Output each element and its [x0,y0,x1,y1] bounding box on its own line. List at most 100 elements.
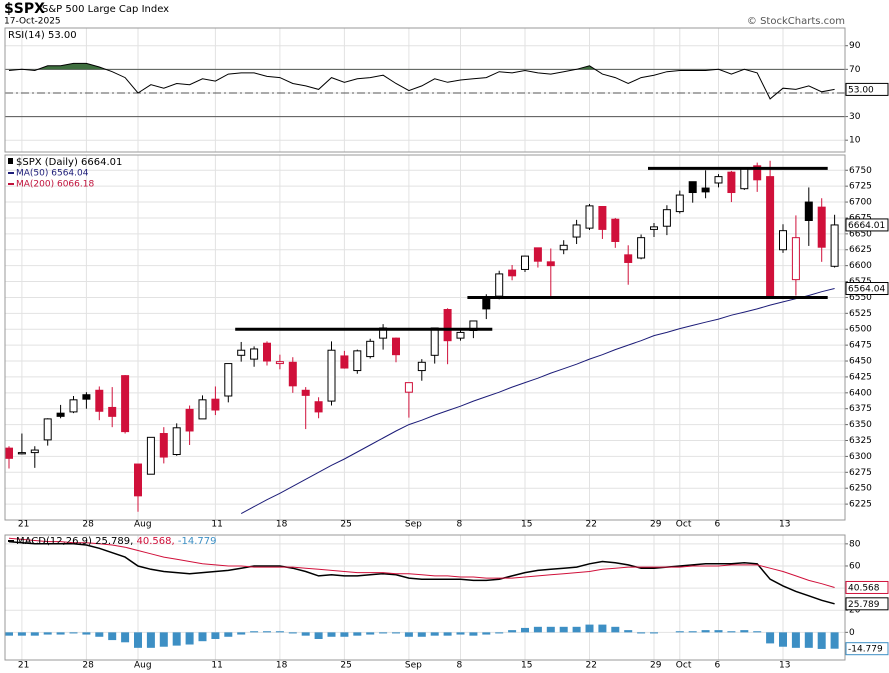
histogram-bar [624,630,633,633]
y-tick-label: 60 [849,561,861,571]
index-name: S&P 500 Large Cap Index [42,4,169,15]
y-tick-label: 70 [849,65,861,75]
y-tick-label: 10 [849,136,861,146]
candle-body [288,361,297,387]
candle-body [817,206,826,248]
histogram-bar [211,632,220,639]
candle-body [804,201,813,221]
candle-body [572,224,581,238]
histogram-bar [533,626,542,633]
histogram-bar [482,632,491,635]
macd-line [8,540,835,605]
legend-part: -14.779 [178,536,217,547]
histogram-bar [134,632,142,648]
histogram-bar [779,632,787,647]
x-tick-label: 28 [82,520,94,530]
y-tick-label: 6225 [849,500,872,510]
candle-body [650,226,658,230]
y-tick-label: 6300 [849,452,872,462]
histogram-bar [198,632,207,642]
histogram-bar [17,632,26,636]
histogram-bar [559,626,568,633]
histogram-bar [430,632,439,636]
candle-body [546,261,555,267]
histogram-bar [301,632,310,636]
candle-body [43,418,52,441]
histogram-bar [366,632,375,635]
histogram-bar [611,626,620,633]
candle-body [830,224,839,267]
y-tick-label: 6600 [849,261,872,271]
histogram-bar [417,632,426,637]
candle-body [263,342,271,362]
histogram-bar [766,632,775,644]
x-tick-label: 18 [276,520,288,530]
candle-body [688,181,697,194]
candle-body [675,194,684,213]
panel-background [5,155,845,520]
y-tick-label: 6250 [849,484,872,494]
legend-label: MA(200) 6066.18 [16,180,94,190]
y-tick-label: 6350 [849,420,872,430]
histogram-bar [714,630,723,633]
histogram-bar [379,632,388,634]
y-tick-label: 6375 [849,404,872,414]
candle-body [417,361,426,372]
panel-background [5,28,845,152]
histogram-bar [224,632,233,637]
histogram-bar [275,631,284,633]
x-tick-label: 6 [715,520,721,530]
candle-body [791,237,800,281]
candle-body [727,171,736,194]
candle-body [443,309,452,342]
y-tick-label: 6475 [849,341,872,351]
last-value-box [845,82,889,96]
x-tick-label: 25 [340,520,351,530]
y-tick-label: 6275 [849,468,872,478]
panel-border [4,154,846,521]
candle-body [740,167,749,190]
legend-label: MA(50) 6564.04 [16,169,89,179]
histogram-bar [392,632,400,634]
candle-body [598,206,607,230]
y-tick-label: 6500 [849,325,872,335]
legend-part: 25.789, [95,536,133,547]
x-tick-label: 22 [586,661,597,671]
candle-body [521,255,529,270]
last-value-label: 6564.04 [848,285,885,295]
last-value-label: -14.779 [848,645,883,655]
x-tick-label: Oct [676,661,692,671]
histogram-bar [250,631,259,633]
candle-body [198,399,207,420]
histogram-bar [456,632,465,635]
y-tick-label: 20 [849,606,861,616]
histogram-bar [637,632,646,634]
x-tick-label: 13 [779,661,790,671]
histogram-bar [572,626,581,633]
y-tick-label: 6425 [849,372,872,382]
x-tick-label: 13 [779,520,790,530]
candle-body [753,165,762,181]
last-value-box [845,218,889,232]
candle-body [82,394,91,400]
y-tick-label: 6625 [849,245,872,255]
legend-label: MACD(12,26,9) 25.789, 40.568, -14.779 [16,536,216,547]
histogram-bar [508,630,517,633]
histogram-bar [108,632,117,641]
histogram-bar [263,631,271,633]
x-tick-label: 29 [650,520,662,530]
x-tick-label: 29 [650,661,662,671]
last-value-label: 25.789 [848,600,880,610]
histogram-bar [830,632,839,649]
candle-body [5,447,13,459]
histogram-bar [443,632,452,636]
legend-part: 40.568, [137,536,175,547]
candle-body [224,363,233,397]
candle-body [250,348,259,360]
y-tick-label: 6725 [849,182,872,192]
moving-average [240,288,835,515]
x-tick-label: 22 [586,520,597,530]
legend-label: $SPX (Daily) 6664.01 [16,157,122,168]
histogram-bar [95,632,104,637]
x-tick-label: 15 [521,520,532,530]
